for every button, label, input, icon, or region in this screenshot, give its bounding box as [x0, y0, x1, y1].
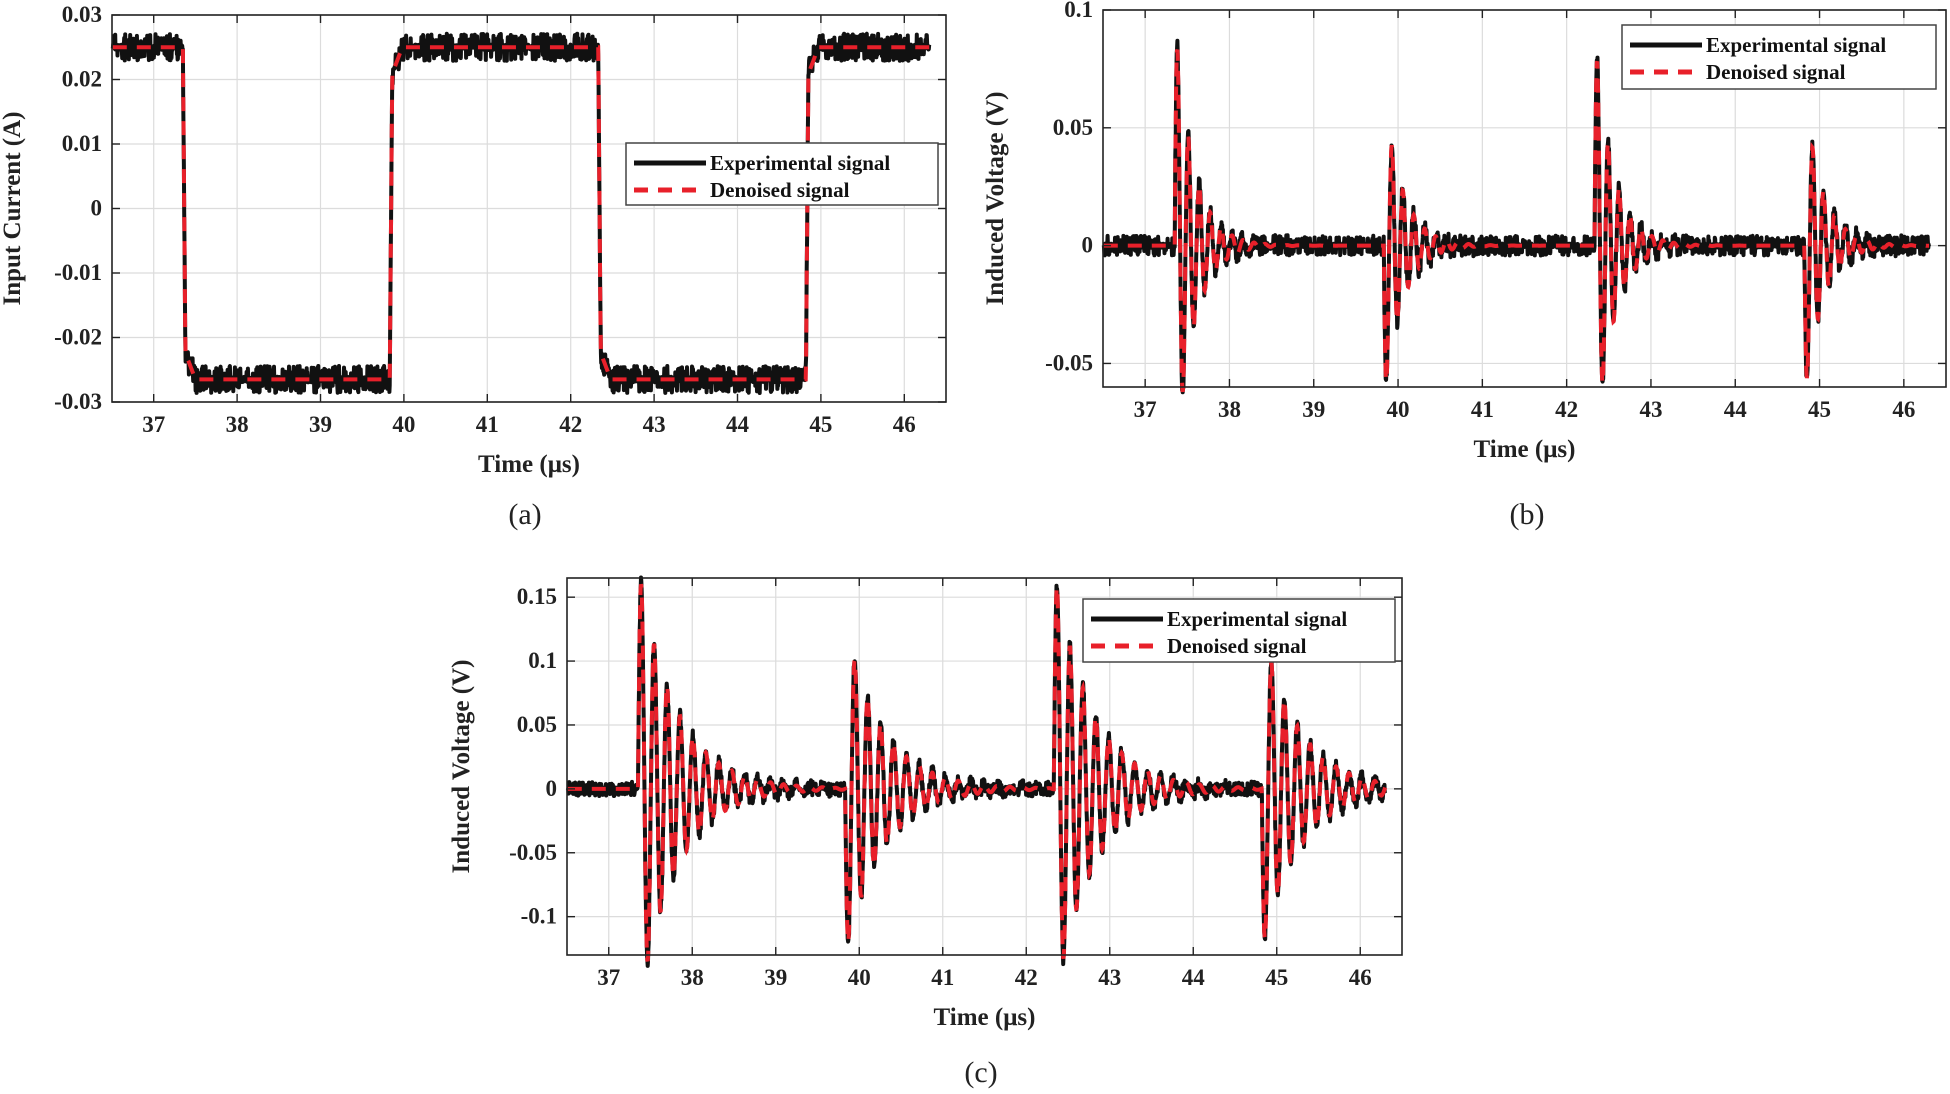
x-tick-label: 40	[392, 412, 415, 437]
denoised-signal-line	[567, 583, 1388, 962]
legend-box	[625, 142, 939, 206]
x-tick-label: 37	[597, 965, 620, 990]
y-tick-label: -0.1	[521, 904, 557, 929]
y-tick-label: 0.05	[517, 712, 557, 737]
legend: Experimental signal Denoised signal	[1621, 24, 1937, 90]
experimental-signal-line	[1101, 38, 1931, 395]
y-tick-label: 0.05	[1053, 115, 1093, 140]
legend-box	[1621, 24, 1937, 90]
y-tick-label: -0.01	[54, 260, 102, 285]
x-tick-label: 39	[764, 965, 787, 990]
y-tick-label: -0.05	[509, 840, 557, 865]
chart-panel-a: 37 38 39 40 41 42 43 44 45 46 -0.03 -0.02 -0.01 0 0.01…	[0, 2, 947, 531]
y-tick-label: 0.1	[528, 648, 557, 673]
y-tick-label: 0	[91, 196, 103, 221]
y-axis-label: Induced Voltage (V)	[448, 660, 475, 874]
chart-panel-b: 37 38 39 40 41 42 43 44 45 46 -0.05 0 0.05 0.1 Time (μ…	[982, 0, 1947, 531]
chart-panel-c: 37 38 39 40 41 42 43 44 45 46 -0.1 -0.05 0 0.05 0.1 0.1…	[448, 575, 1403, 1089]
y-tick-label: 0.02	[62, 67, 102, 92]
x-tick-label: 42	[559, 412, 582, 437]
x-tick-label: 38	[1218, 397, 1241, 422]
legend-denoised-label: Denoised signal	[1167, 634, 1307, 658]
x-axis-label: Time (μs)	[478, 451, 580, 478]
y-tick-label: 0.03	[62, 2, 102, 27]
x-axis-label: Time (μs)	[934, 1004, 1036, 1031]
x-tick-label: 46	[1892, 397, 1915, 422]
y-tick-label: -0.02	[54, 325, 102, 350]
x-tick-label: 41	[1471, 397, 1494, 422]
experimental-signal-line	[110, 31, 932, 395]
x-tick-label: 45	[809, 412, 832, 437]
x-tick-label: 40	[848, 965, 871, 990]
x-tick-label: 42	[1015, 965, 1038, 990]
y-tick-label: 0.1	[1064, 0, 1093, 22]
x-tick-label: 41	[931, 965, 954, 990]
x-tick-label: 41	[476, 412, 499, 437]
legend: Experimental signal Denoised signal	[1082, 598, 1396, 663]
x-tick-label: 37	[1134, 397, 1157, 422]
x-tick-label: 43	[643, 412, 666, 437]
x-tick-label: 46	[893, 412, 916, 437]
x-tick-label: 38	[226, 412, 249, 437]
x-tick-label: 44	[726, 412, 750, 437]
x-tick-label: 39	[1302, 397, 1325, 422]
x-tick-label: 37	[142, 412, 165, 437]
x-tick-label: 43	[1639, 397, 1662, 422]
y-axis-label: Input Current (A)	[0, 112, 26, 306]
x-tick-label: 43	[1098, 965, 1121, 990]
y-tick-label: 0.01	[62, 131, 102, 156]
legend-experimental-label: Experimental signal	[1167, 607, 1347, 631]
panel-caption: (a)	[508, 498, 541, 531]
panel-caption: (b)	[1510, 498, 1545, 531]
y-tick-label: -0.05	[1045, 350, 1093, 375]
x-tick-label: 46	[1349, 965, 1372, 990]
x-tick-label: 45	[1265, 965, 1288, 990]
axes-box	[566, 577, 1403, 956]
x-tick-label: 38	[681, 965, 704, 990]
axes-box	[1102, 9, 1947, 388]
y-tick-label: 0	[1082, 233, 1094, 258]
y-tick-label: 0	[546, 776, 558, 801]
denoised-signal-line	[112, 45, 930, 382]
legend-denoised-label: Denoised signal	[710, 178, 850, 202]
legend-box	[1082, 598, 1396, 663]
x-tick-label: 44	[1182, 965, 1206, 990]
legend-experimental-label: Experimental signal	[1706, 33, 1886, 57]
legend: Experimental signal Denoised signal	[625, 142, 939, 206]
y-tick-label: -0.03	[54, 389, 102, 414]
x-axis-label: Time (μs)	[1474, 436, 1576, 463]
x-tick-label: 45	[1808, 397, 1831, 422]
panel-caption: (c)	[964, 1056, 997, 1089]
x-tick-label: 39	[309, 412, 332, 437]
legend-denoised-label: Denoised signal	[1706, 60, 1846, 84]
x-tick-label: 42	[1555, 397, 1578, 422]
legend-experimental-label: Experimental signal	[710, 151, 890, 175]
y-tick-label: 0.15	[517, 584, 557, 609]
denoised-signal-line	[1103, 48, 1929, 393]
x-tick-label: 40	[1387, 397, 1410, 422]
x-tick-label: 44	[1724, 397, 1748, 422]
y-axis-label: Induced Voltage (V)	[982, 92, 1009, 306]
